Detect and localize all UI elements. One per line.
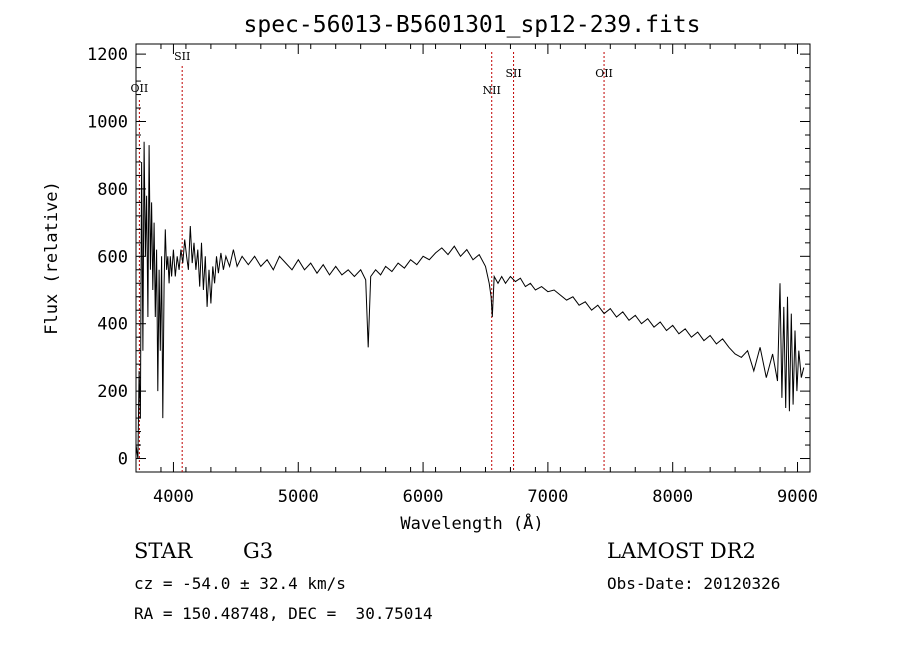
y-tick-label: 200: [97, 382, 128, 402]
x-tick-label: 8000: [652, 487, 693, 507]
emission-marker-label: NII: [483, 84, 501, 97]
x-tick-label: 5000: [278, 487, 319, 507]
spectrum-line: [135, 141, 805, 459]
plot-frame: [135, 43, 811, 473]
object-class: STAR: [134, 539, 193, 563]
x-tick-label: 7000: [527, 487, 568, 507]
object-subclass: G3: [243, 539, 274, 563]
obs-date: Obs-Date: 20120326: [607, 574, 781, 593]
chart-title: spec-56013-B5601301_sp12-239.fits: [244, 12, 701, 38]
y-axis-label: Flux (relative): [42, 181, 62, 335]
survey-name: LAMOST DR2: [607, 539, 756, 563]
y-tick-label: 600: [97, 247, 128, 267]
axis-ticks: 4000 5000 6000 7000 8000 9000 0 200 400 600 800 100…: [87, 44, 818, 507]
y-tick-label: 400: [97, 315, 128, 335]
y-tick-label: 0: [118, 450, 128, 470]
emission-line-markers: OII SII NII SII OII: [131, 50, 613, 472]
y-tick-label: 800: [97, 180, 128, 200]
y-tick-label: 1000: [87, 113, 128, 133]
emission-marker-label: OII: [595, 67, 613, 80]
redshift-readout: cz = -54.0 ± 32.4 km/s: [134, 574, 346, 593]
emission-marker-label: SII: [505, 67, 521, 80]
x-tick-label: 9000: [777, 487, 818, 507]
emission-marker-label: OII: [131, 82, 149, 95]
y-tick-label: 1200: [87, 45, 128, 65]
emission-marker-label: SII: [174, 50, 190, 63]
x-tick-label: 6000: [403, 487, 444, 507]
x-axis-label: Wavelength (Å): [400, 512, 543, 534]
coordinates: RA = 150.48748, DEC = 30.75014: [134, 604, 433, 623]
x-tick-label: 4000: [153, 487, 194, 507]
